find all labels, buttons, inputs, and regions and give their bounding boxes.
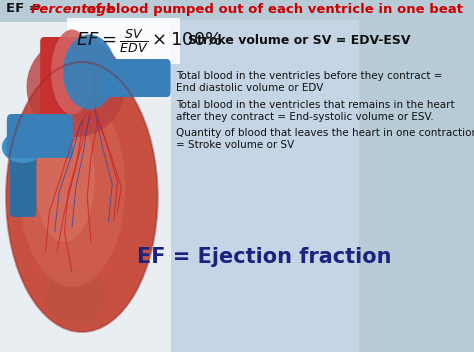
FancyBboxPatch shape [7, 114, 73, 158]
Ellipse shape [6, 62, 158, 332]
Text: Total blood in the ventricles before they contract =: Total blood in the ventricles before the… [176, 71, 442, 81]
FancyBboxPatch shape [0, 22, 174, 352]
Text: Stroke volume or SV = EDV-ESV: Stroke volume or SV = EDV-ESV [188, 34, 410, 48]
FancyBboxPatch shape [40, 37, 69, 117]
Ellipse shape [46, 267, 106, 327]
Text: EF =: EF = [6, 2, 45, 15]
FancyBboxPatch shape [171, 0, 359, 352]
Ellipse shape [34, 112, 95, 242]
Ellipse shape [27, 37, 125, 137]
Text: $EF = \frac{SV}{EDV} \times 100\%$: $EF = \frac{SV}{EDV} \times 100\%$ [76, 27, 223, 55]
FancyBboxPatch shape [10, 132, 36, 217]
FancyBboxPatch shape [102, 59, 171, 97]
Text: after they contract = End-systolic volume or ESV.: after they contract = End-systolic volum… [176, 112, 434, 122]
Text: Quantity of blood that leaves the heart in one contraction: Quantity of blood that leaves the heart … [176, 128, 474, 138]
Text: Total blood in the ventricles that remains in the heart: Total blood in the ventricles that remai… [176, 100, 455, 110]
Text: EF = Ejection fraction: EF = Ejection fraction [137, 247, 391, 267]
Ellipse shape [19, 87, 125, 287]
Ellipse shape [63, 34, 116, 109]
Ellipse shape [51, 30, 93, 114]
FancyBboxPatch shape [0, 0, 359, 20]
Text: End diastolic volume or EDV: End diastolic volume or EDV [176, 83, 323, 93]
Ellipse shape [2, 131, 44, 163]
Text: of blood pumped out of each ventricle in one beat: of blood pumped out of each ventricle in… [82, 2, 463, 15]
Text: Percentage: Percentage [30, 2, 115, 15]
Text: = Stroke volume or SV: = Stroke volume or SV [176, 140, 294, 150]
FancyBboxPatch shape [67, 18, 180, 64]
